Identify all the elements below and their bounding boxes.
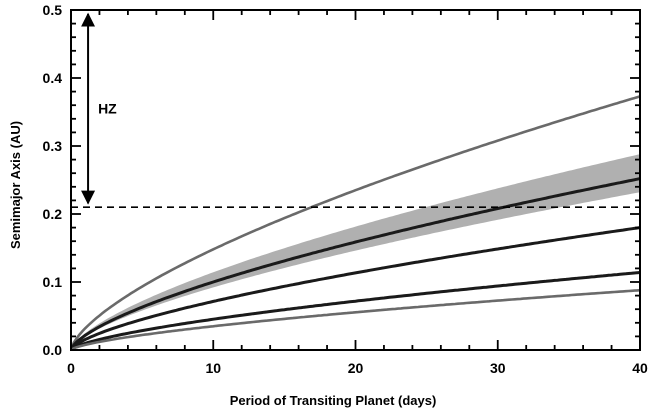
uncertainty-band bbox=[71, 154, 640, 350]
x-axis-title: Period of Transiting Planet (days) bbox=[230, 393, 437, 408]
axis-ticks bbox=[70, 9, 641, 351]
y-tick-label: 0.4 bbox=[43, 70, 63, 86]
hz-label: HZ bbox=[98, 101, 117, 117]
x-tick-label: 30 bbox=[490, 360, 506, 376]
y-axis-title: Semimajor Axis (AU) bbox=[8, 121, 23, 249]
y-tick-label: 0.0 bbox=[43, 342, 63, 358]
y-tick-label: 0.1 bbox=[43, 274, 63, 290]
x-tick-label: 20 bbox=[348, 360, 364, 376]
axis-tick-labels: 0 10 20 30 40 0.0 0.1 0.2 0.3 0.4 0.5 bbox=[43, 2, 648, 376]
curve-black-4 bbox=[71, 271, 640, 350]
curve-black-2 bbox=[71, 177, 640, 350]
series-group bbox=[71, 95, 640, 350]
x-tick-label: 10 bbox=[205, 360, 221, 376]
plot-area bbox=[71, 10, 640, 350]
curve-gray-bottom bbox=[71, 288, 640, 350]
y-tick-label: 0.5 bbox=[43, 2, 63, 18]
x-tick-label: 40 bbox=[632, 360, 648, 376]
x-tick-label: 0 bbox=[67, 360, 75, 376]
y-tick-label: 0.3 bbox=[43, 138, 63, 154]
y-tick-label: 0.2 bbox=[43, 206, 63, 222]
curve-gray-top bbox=[71, 95, 640, 350]
curve-black-3 bbox=[71, 226, 640, 350]
